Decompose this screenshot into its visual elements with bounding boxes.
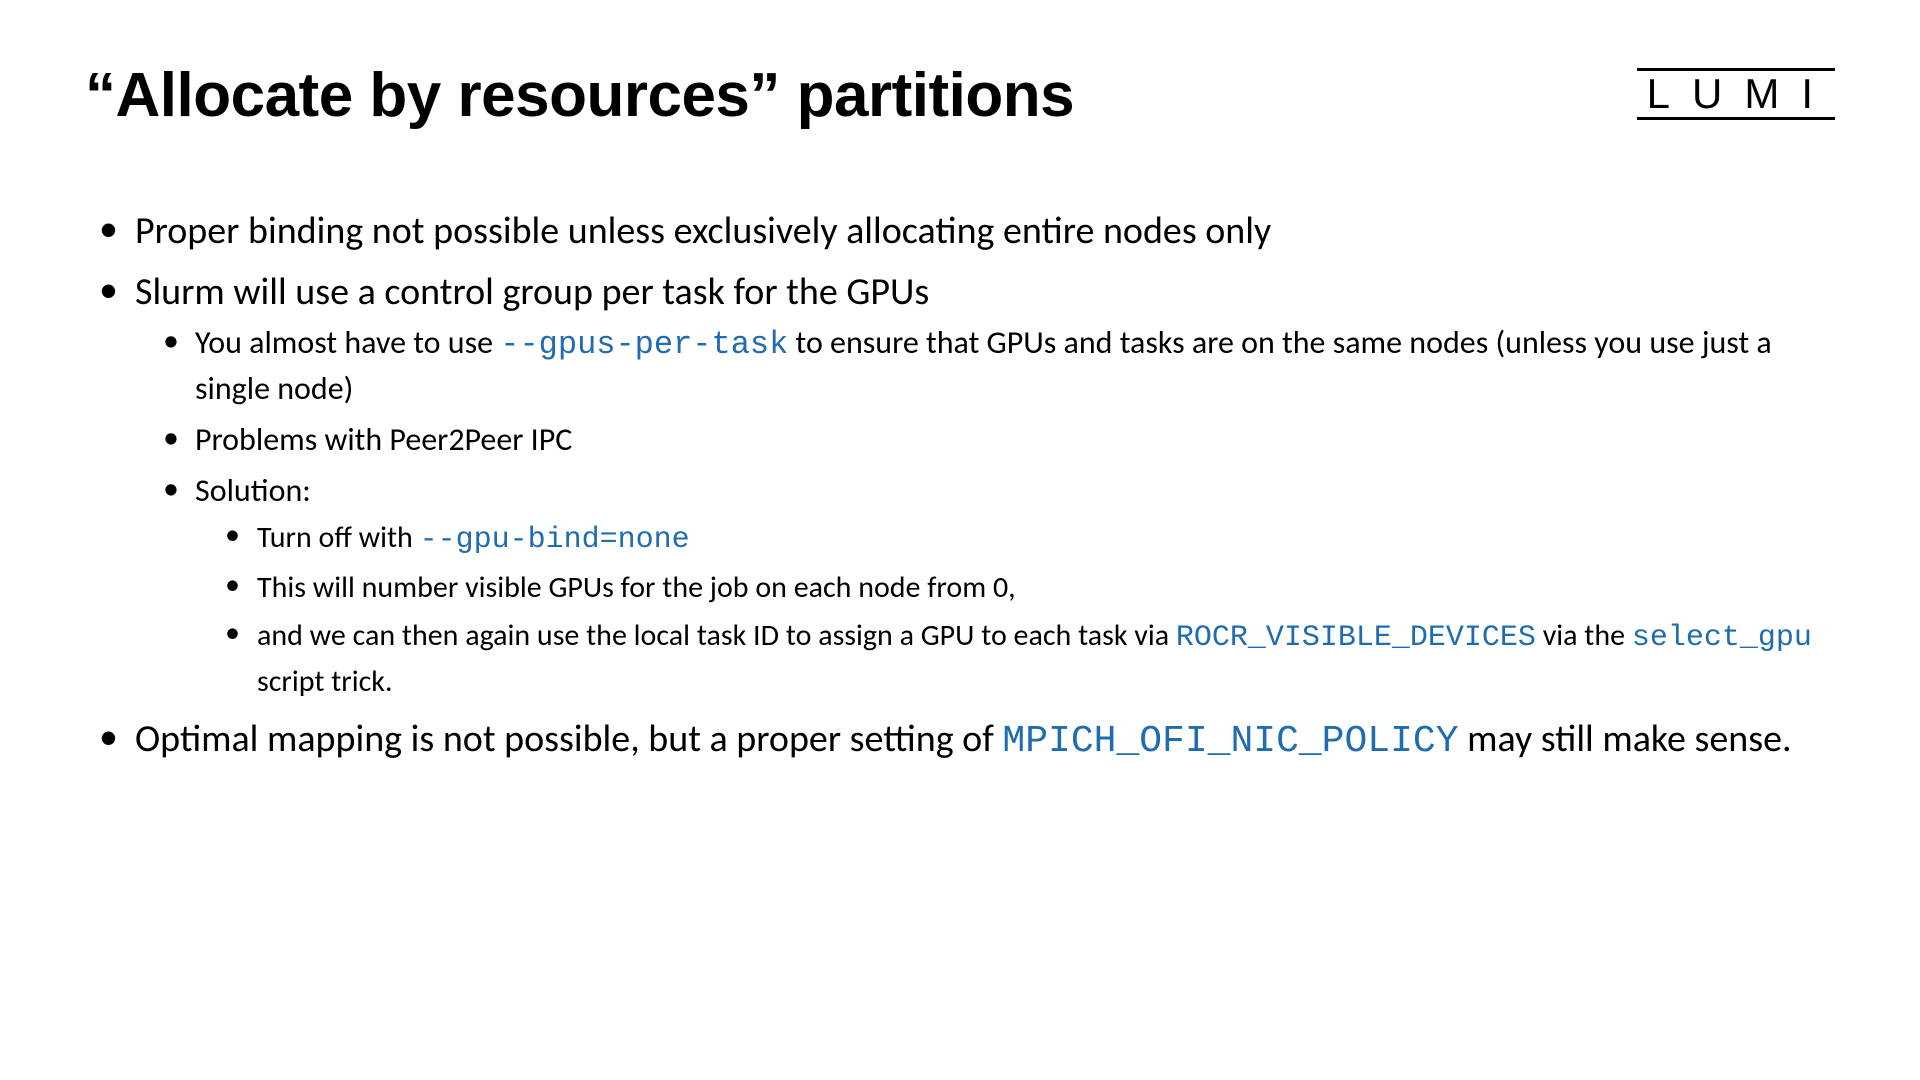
lumi-logo: LUMI bbox=[1637, 68, 1835, 120]
code-gpu-bind-none: --gpu-bind=none bbox=[420, 523, 690, 557]
slide: “Allocate by resources” partitions LUMI … bbox=[0, 0, 1920, 1080]
bullet-text: This will number visible GPUs for the jo… bbox=[257, 569, 1016, 606]
bullet-text: Optimal mapping is not possible, but a p… bbox=[135, 716, 1792, 762]
bullet-list: Proper binding not possible unless exclu… bbox=[85, 206, 1835, 767]
sub-list: You almost have to use --gpus-per-task t… bbox=[135, 321, 1835, 704]
bullet-2: Slurm will use a control group per task … bbox=[85, 267, 1835, 703]
code-rocr-visible-devices: ROCR_VISIBLE_DEVICES bbox=[1176, 621, 1536, 655]
bullet-2-2: Problems with Peer2Peer IPC bbox=[135, 418, 1835, 463]
bullet-text: and we can then again use the local task… bbox=[257, 617, 1812, 701]
code-select-gpu: select_gpu bbox=[1632, 621, 1812, 655]
code-gpus-per-task: --gpus-per-task bbox=[500, 326, 788, 363]
slide-header: “Allocate by resources” partitions LUMI bbox=[85, 60, 1835, 131]
bullet-text: Proper binding not possible unless exclu… bbox=[135, 208, 1271, 254]
bullet-text: Turn off with --gpu-bind=none bbox=[257, 519, 690, 556]
sub-sub-list: Turn off with --gpu-bind=none This will … bbox=[195, 516, 1835, 704]
bullet-2-3-2: This will number visible GPUs for the jo… bbox=[195, 566, 1835, 610]
bullet-2-3-3: and we can then again use the local task… bbox=[195, 614, 1835, 704]
bullet-2-3-1: Turn off with --gpu-bind=none bbox=[195, 516, 1835, 563]
bullet-1: Proper binding not possible unless exclu… bbox=[85, 206, 1835, 257]
slide-title: “Allocate by resources” partitions bbox=[85, 60, 1074, 131]
bullet-2-3: Solution: Turn off with --gpu-bind=none … bbox=[135, 469, 1835, 704]
bullet-text: You almost have to use --gpus-per-task t… bbox=[195, 323, 1772, 409]
bullet-text: Slurm will use a control group per task … bbox=[135, 269, 929, 315]
bullet-3: Optimal mapping is not possible, but a p… bbox=[85, 714, 1835, 767]
bullet-2-1: You almost have to use --gpus-per-task t… bbox=[135, 321, 1835, 413]
code-mpich-ofi-nic-policy: MPICH_OFI_NIC_POLICY bbox=[1002, 720, 1458, 763]
bullet-text: Problems with Peer2Peer IPC bbox=[195, 420, 572, 459]
bullet-text: Solution: bbox=[195, 471, 311, 510]
